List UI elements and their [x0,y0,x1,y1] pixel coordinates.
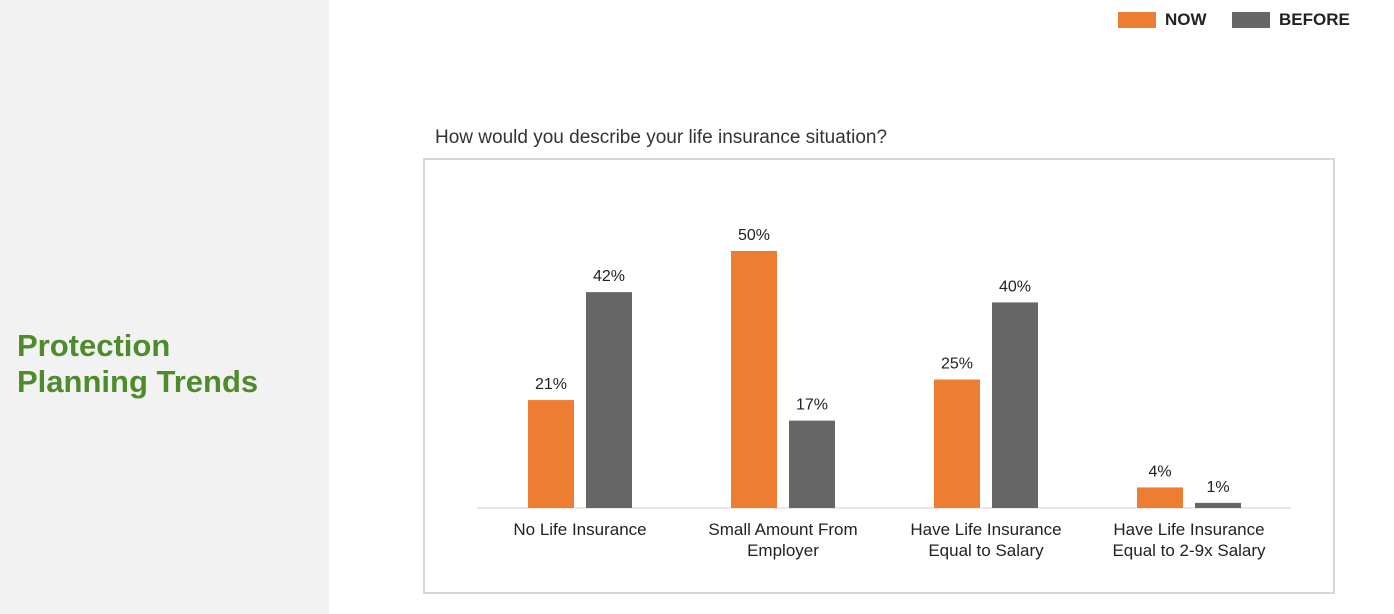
data-label-before-2: 17% [796,397,828,414]
bar-now-1 [528,400,574,508]
bar-before-2 [789,420,835,508]
chart-frame: 21% 50% 25% 4% 42% 17% 40% 1% No Life Insurance S… [423,158,1335,594]
category-label-2-line-1: Small Amount From [708,520,857,539]
legend-item-before: BEFORE [1232,9,1350,31]
bar-now-2 [731,251,777,508]
category-label-3-line-1: Have Life Insurance [910,520,1061,539]
category-label-1-line-1: No Life Insurance [513,520,646,539]
category-label-4-line-2: Equal to 2-9x Salary [1112,541,1266,560]
category-label-4-line-1: Have Life Insurance [1113,520,1264,539]
data-label-now-3: 25% [941,356,973,373]
legend-label-before: BEFORE [1279,10,1350,29]
data-label-before-4: 1% [1206,479,1229,496]
legend-swatch-before [1232,12,1270,28]
bar-before-4 [1195,502,1241,508]
chart-title: How would you describe your life insuran… [435,127,888,148]
data-label-now-1: 21% [535,376,567,393]
data-label-now-4: 4% [1148,463,1171,480]
data-label-before-1: 42% [593,268,625,285]
data-label-now-2: 50% [738,227,770,244]
legend-swatch-now [1118,12,1156,28]
sidebar-panel: Protection Planning Trends [0,0,329,614]
legend-item-now: NOW [1118,9,1207,31]
bar-before-3 [992,302,1038,508]
page-title: Protection Planning Trends [17,328,317,400]
bar-now-4 [1137,487,1183,508]
legend-label-now: NOW [1165,10,1207,29]
bar-now-3 [934,379,980,508]
category-label-3-line-2: Equal to Salary [928,541,1044,560]
data-label-before-3: 40% [999,278,1031,295]
page-title-line-1: Protection [17,328,171,363]
page-title-line-2: Planning Trends [17,364,259,399]
category-label-2-line-2: Employer [747,541,819,560]
bar-chart: 21% 50% 25% 4% 42% 17% 40% 1% No Life Insurance S… [477,227,1291,560]
bar-before-1 [586,292,632,508]
